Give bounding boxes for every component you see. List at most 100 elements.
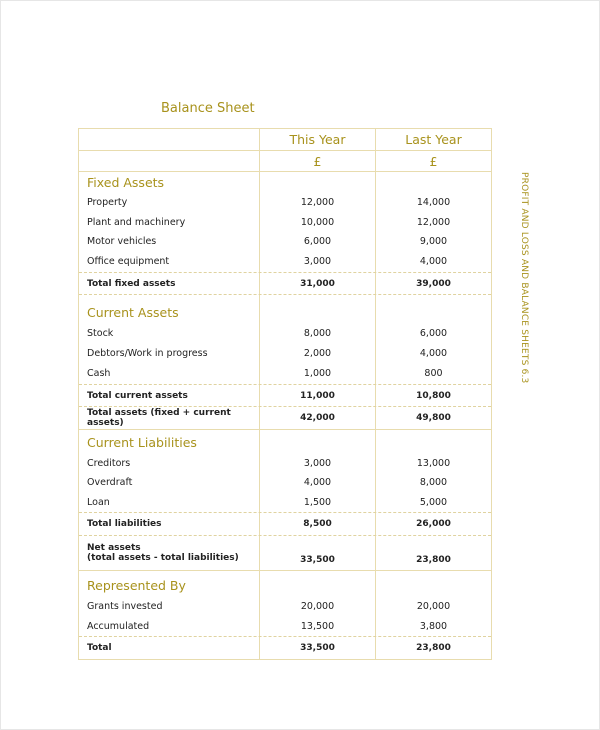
row-label: Fixed Assets — [79, 172, 260, 193]
last-year-value: 8,000 — [419, 477, 448, 488]
table-row: Debtors/Work in progress 2,000 4,000 — [79, 343, 491, 363]
row-label: Creditors — [79, 453, 260, 473]
currency-row: £ £ — [79, 151, 491, 172]
total-row: Total assets (fixed + current assets) 42,… — [79, 407, 491, 430]
last-year-value: 4,000 — [419, 256, 448, 268]
last-year-value: 20,000 — [416, 600, 451, 612]
row-label-line: Net assets — [87, 543, 141, 553]
last-year-value — [376, 571, 491, 596]
table-row: Loan 1,500 5,000 — [79, 492, 491, 513]
last-year-value: 10,800 — [416, 390, 451, 401]
this-year-value: 6,000 — [260, 232, 376, 252]
last-year-value: 23,800 — [416, 555, 451, 565]
this-year-value: 8,000 — [260, 323, 376, 343]
table-row: Accumulated 13,500 3,800 — [79, 616, 491, 637]
last-year-value: 23,800 — [416, 643, 451, 653]
this-year-value: 2,000 — [260, 343, 376, 363]
row-label: Loan — [79, 492, 260, 512]
row-label: Accumulated — [79, 616, 260, 636]
last-year-value: 26,000 — [416, 519, 451, 529]
this-year-value: 13,500 — [260, 616, 376, 636]
table-row: Stock 8,000 6,000 — [79, 323, 491, 343]
row-label: Cash — [79, 363, 260, 384]
total-row: Total liabilities 8,500 26,000 — [79, 513, 491, 536]
row-label: Grants invested — [79, 596, 260, 616]
last-year-value: 4,000 — [419, 347, 448, 359]
table-body: Fixed Assets Property 12,000 14,000 Plant an… — [79, 172, 491, 659]
side-section-label: PROFIT AND LOSS AND BALANCE SHEETS 6.3 — [519, 172, 529, 384]
this-year-value: 1,000 — [260, 363, 376, 384]
last-year-value: 49,800 — [416, 413, 451, 423]
row-label: Represented By — [79, 571, 260, 596]
table-row: Grants invested 20,000 20,000 — [79, 596, 491, 616]
row-label: Net assets (total assets - total liabilit… — [79, 536, 260, 570]
row-label: Property — [79, 193, 260, 213]
row-label: Current Liabilities — [79, 430, 260, 453]
row-label: Plant and machinery — [79, 212, 260, 232]
row-sublabel: (total assets - total liabilities) — [87, 553, 239, 563]
this-year-value: 12,000 — [260, 193, 376, 213]
last-year-value: 6,000 — [419, 327, 448, 339]
last-year-value: 12,000 — [416, 216, 451, 228]
row-label: Debtors/Work in progress — [79, 343, 260, 363]
last-year-value: 14,000 — [416, 197, 451, 209]
table-row: Property 12,000 14,000 — [79, 193, 491, 213]
this-year-value: 31,000 — [260, 273, 376, 294]
table-row: Cash 1,000 800 — [79, 363, 491, 385]
total-row: Total fixed assets 31,000 39,000 — [79, 273, 491, 295]
section-heading-row: Represented By — [79, 571, 491, 596]
header-this-year: This Year — [260, 129, 376, 150]
last-year-value — [376, 430, 491, 453]
this-year-value: 1,500 — [260, 492, 376, 512]
last-year-value: 13,000 — [416, 457, 451, 469]
total-row: Net assets (total assets - total liabilit… — [79, 536, 491, 571]
row-label: Overdraft — [79, 473, 260, 492]
row-label: Stock — [79, 323, 260, 343]
currency-this-year: £ — [260, 151, 376, 171]
section-heading-row: Fixed Assets — [79, 172, 491, 193]
row-label: Total current assets — [79, 385, 260, 406]
this-year-value: 10,000 — [260, 212, 376, 232]
header-last-year: Last Year — [405, 132, 462, 147]
document-title: Balance Sheet — [161, 101, 255, 116]
row-label: Current Assets — [79, 295, 260, 323]
currency-last-year: £ — [429, 153, 438, 169]
currency-label-cell — [79, 151, 260, 171]
this-year-value: 11,000 — [260, 385, 376, 406]
section-heading-row: Current Liabilities — [79, 430, 491, 453]
row-label: Office equipment — [79, 251, 260, 272]
last-year-value: 3,800 — [419, 620, 448, 632]
total-row: Total 33,500 23,800 — [79, 637, 491, 659]
table-row: Motor vehicles 6,000 9,000 — [79, 232, 491, 252]
section-heading-row: Current Assets — [79, 295, 491, 323]
this-year-value: 4,000 — [260, 473, 376, 492]
this-year-value: 3,000 — [260, 453, 376, 473]
last-year-value: 5,000 — [419, 496, 448, 508]
row-label: Total liabilities — [79, 513, 260, 535]
this-year-value — [260, 295, 376, 323]
row-label: Total — [79, 637, 260, 659]
table-row: Creditors 3,000 13,000 — [79, 453, 491, 473]
this-year-value — [260, 172, 376, 193]
this-year-value — [260, 430, 376, 453]
this-year-value: 33,500 — [260, 536, 376, 570]
table-row: Office equipment 3,000 4,000 — [79, 251, 491, 273]
row-label: Motor vehicles — [79, 232, 260, 252]
this-year-value — [260, 571, 376, 596]
header-row: This Year Last Year — [79, 129, 491, 151]
header-label-cell — [79, 129, 260, 150]
balance-sheet-table: This Year Last Year £ £ Fixed Assets Prop… — [78, 128, 492, 660]
this-year-value: 8,500 — [260, 513, 376, 535]
row-label: Total assets (fixed + current assets) — [79, 407, 260, 429]
this-year-value: 33,500 — [260, 637, 376, 659]
last-year-value: 9,000 — [419, 236, 448, 248]
last-year-value — [376, 295, 491, 323]
table-row: Overdraft 4,000 8,000 — [79, 473, 491, 492]
last-year-value: 800 — [424, 368, 443, 379]
last-year-value: 39,000 — [416, 278, 451, 289]
this-year-value: 42,000 — [260, 407, 376, 429]
last-year-value — [376, 172, 491, 193]
total-row: Total current assets 11,000 10,800 — [79, 385, 491, 407]
this-year-value: 20,000 — [260, 596, 376, 616]
row-label: Total fixed assets — [79, 273, 260, 294]
